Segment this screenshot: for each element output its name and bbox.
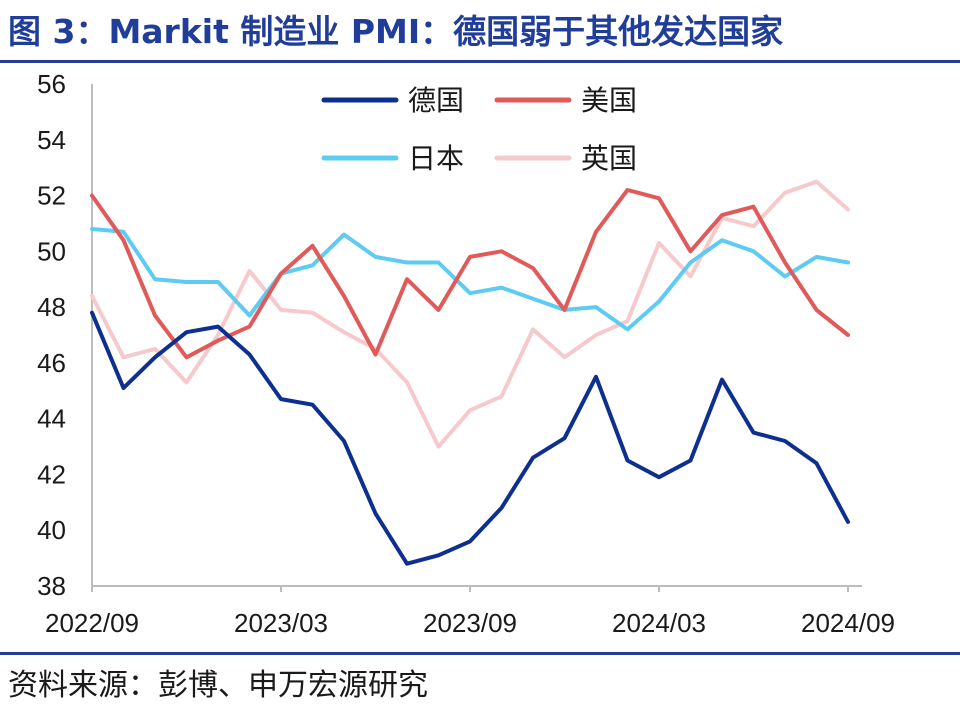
- y-tick-label: 44: [37, 404, 66, 434]
- y-tick-label: 48: [37, 292, 66, 322]
- y-tick-label: 54: [37, 125, 66, 155]
- axes: [91, 84, 862, 587]
- series-line-germany: [90, 310, 850, 566]
- x-tick-label: 2024/03: [612, 608, 706, 638]
- y-tick-label: 50: [37, 236, 66, 266]
- footer-divider: [0, 652, 960, 655]
- y-tick-label: 56: [37, 69, 66, 99]
- legend-label-germany: 德国: [408, 84, 464, 117]
- x-tick-labels: 2022/09 2023/03 2023/09 2024/03 2024/09: [45, 586, 895, 638]
- series-line-usa: [90, 188, 850, 360]
- y-tick-label: 38: [37, 571, 66, 601]
- series-lines: [90, 179, 850, 566]
- chart-title: 图 3：Markit 制造业 PMI：德国弱于其他发达国家: [8, 12, 784, 51]
- y-tick-label: 46: [37, 348, 66, 378]
- x-tick-label: 2023/03: [234, 608, 328, 638]
- y-tick-label: 52: [37, 181, 66, 211]
- pmi-line-chart: 38 40 42 44 46 48 50 52 54 56 2022/09 2023/03 2023/…: [37, 69, 895, 638]
- y-tick-label: 40: [37, 515, 66, 545]
- x-tick-label: 2023/09: [423, 608, 517, 638]
- x-tick-label: 2024/09: [801, 608, 895, 638]
- series-line-japan: [90, 227, 850, 332]
- legend-label-usa: 美国: [581, 84, 637, 117]
- source-note: 资料来源：彭博、申万宏源研究: [8, 668, 428, 703]
- title-divider: [0, 60, 960, 63]
- series-line-uk: [90, 179, 850, 449]
- y-tick-label: 42: [37, 459, 66, 489]
- y-tick-labels: 38 40 42 44 46 48 50 52 54 56: [37, 69, 66, 601]
- legend-label-japan: 日本: [408, 142, 464, 175]
- legend-label-uk: 英国: [581, 142, 637, 175]
- x-tick-label: 2022/09: [45, 608, 139, 638]
